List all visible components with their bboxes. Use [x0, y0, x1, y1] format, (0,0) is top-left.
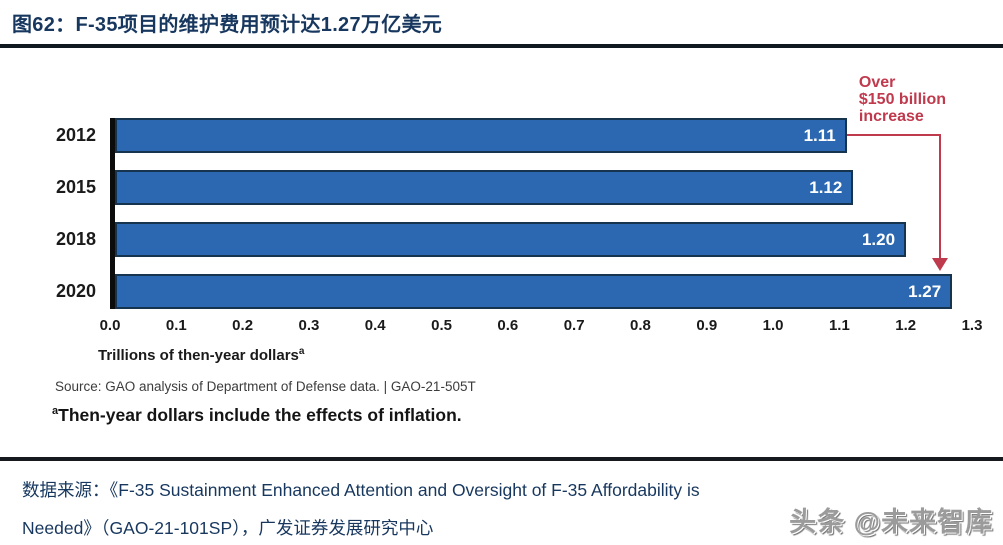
x-axis-label-text: Trillions of then-year dollars — [98, 347, 299, 364]
x-axis-tick: 0.1 — [165, 317, 187, 334]
caption-line: Needed》（GAO-21-101SP），广发证券发展研究中心 — [22, 518, 434, 538]
gao-bar-chart: Over $150 billion increase 2012 1.11 2015 1… — [0, 48, 1003, 426]
x-axis-tick: 0.7 — [563, 317, 585, 334]
annotation-line: $150 billion — [858, 91, 947, 108]
bar-2020: 1.27 — [115, 274, 953, 309]
annotation-line: Over — [858, 74, 896, 91]
figure-title: 图62：F-35项目的维护费用预计达1.27万亿美元 — [12, 14, 443, 36]
bar-value-label: 1.12 — [809, 177, 843, 197]
x-axis-tick: 1.1 — [828, 317, 850, 334]
annotation-line: increase — [858, 108, 924, 125]
bar-value-label: 1.20 — [861, 229, 896, 249]
section-divider — [0, 457, 1003, 461]
annotation-arrow-vertical — [939, 134, 942, 258]
annotation-arrowhead-icon — [932, 258, 949, 271]
data-source-caption: 数据来源：《F-35 Sustainment Enhanced Attentio… — [0, 461, 1003, 540]
y-axis-category-label: 2020 — [55, 281, 96, 301]
x-axis-tick: 0.3 — [298, 317, 320, 334]
figure-title-row: 图62：F-35项目的维护费用预计达1.27万亿美元 — [0, 0, 1003, 37]
footnote-text: Then-year dollars include the effects of… — [58, 405, 462, 425]
y-axis-category-label: 2015 — [55, 177, 96, 197]
x-axis-tick: 1.0 — [762, 317, 784, 334]
footnote: aThen-year dollars include the effects o… — [52, 405, 1003, 426]
x-axis-tick: 0.5 — [431, 317, 452, 334]
x-axis-tick: 0.4 — [364, 317, 386, 334]
bar-value-label: 1.11 — [803, 125, 836, 145]
x-axis-tick: 1.3 — [961, 317, 983, 334]
x-axis-tick: 0.2 — [232, 317, 254, 334]
bar-2018: 1.20 — [115, 222, 907, 257]
y-axis-category-label: 2018 — [55, 229, 96, 249]
annotation-arrow-horizontal — [846, 134, 941, 136]
x-axis: 0.0 0.1 0.2 0.3 0.4 0.5 0.6 0.7 0.8 0.9 1.0 1.1 1.2 1… — [100, 317, 983, 339]
x-axis-tick: 0.8 — [630, 317, 651, 334]
x-axis-tick: 0.9 — [696, 317, 718, 334]
caption-line: 数据来源：《F-35 Sustainment Enhanced Attentio… — [22, 480, 700, 500]
bar-plot: Over $150 billion increase 2012 1.11 2015 1… — [56, 74, 972, 309]
bar-2012: 1.11 — [115, 118, 847, 153]
bar-row: 2015 1.12 — [56, 170, 972, 205]
source-line: Source: GAO analysis of Department of De… — [55, 379, 476, 394]
x-axis-label-superscript: a — [298, 346, 305, 357]
footnote-superscript: a — [52, 405, 59, 418]
annotation-text: Over $150 billion increase — [859, 74, 946, 125]
title-underline — [0, 44, 1003, 48]
x-axis-tick: 1.2 — [895, 317, 917, 334]
bar-row: 2012 1.11 — [56, 118, 972, 153]
y-axis-category-label: 2012 — [55, 125, 96, 145]
x-axis-tick: 0.6 — [497, 317, 519, 334]
x-axis-tick: 0.0 — [99, 317, 121, 334]
bar-row: 2020 1.27 — [56, 274, 972, 309]
toutiao-watermark: 头条 @未来智库 — [789, 507, 993, 537]
x-axis-label: Trillions of then-year dollarsa — [98, 346, 1003, 364]
bar-value-label: 1.27 — [908, 281, 942, 301]
bar-row: 2018 1.20 — [56, 222, 972, 257]
bar-2015: 1.12 — [115, 170, 854, 205]
